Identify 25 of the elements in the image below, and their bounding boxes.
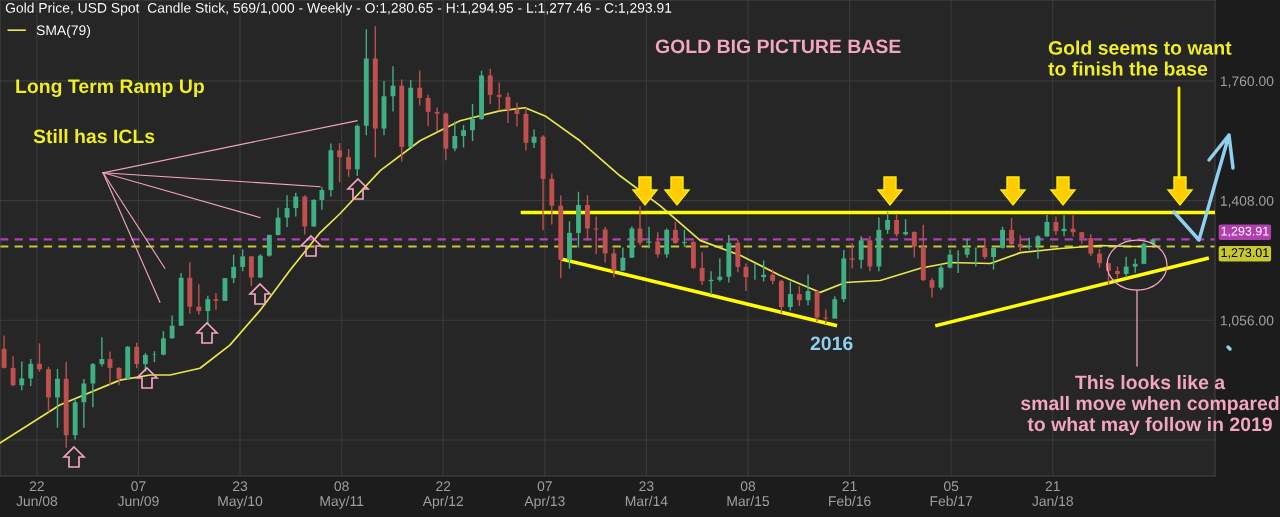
ref-line-label: 1,293.91 <box>1221 226 1269 238</box>
x-tick-label: 23 Mar/14 <box>625 481 668 507</box>
chart-subtitle: Candle Stick, 569/1,000 - Weekly - O:1,280.65 - H:1,294.95 - L:1,277.46 - C:1,293.91 <box>147 2 672 16</box>
y-tick-label: 1,408.00 <box>1220 195 1274 208</box>
x-tick-label: 21 Jan/18 <box>1032 481 1073 507</box>
x-tick-label: 22 Jun/08 <box>16 481 58 507</box>
ref-line-label: 1,273.01 <box>1221 248 1269 259</box>
annotation: Still has ICLs <box>33 128 155 144</box>
x-tick-label: 21 Feb/16 <box>829 481 871 507</box>
x-tick-label: 07 Apr/13 <box>524 481 565 509</box>
chart-title: Gold Price, USD Spot <box>5 2 140 16</box>
x-tick-label: 23 May/10 <box>218 481 263 509</box>
annotation: Gold seems to want to finish the base <box>1048 40 1232 76</box>
x-tick-label: 07 Jun/09 <box>117 481 159 507</box>
annotation: GOLD BIG PICTURE BASE <box>655 39 901 54</box>
x-tick-label: 08 Mar/15 <box>727 481 770 507</box>
annotation: This looks like a small move when compared to what may follow in 2019 <box>1021 374 1279 436</box>
x-tick-label: 08 May/11 <box>320 481 364 509</box>
x-tick-label: 05 Feb/17 <box>930 481 973 507</box>
x-tick-label: 22 Apr/12 <box>422 481 463 509</box>
legend-label: SMA(79) <box>36 24 91 38</box>
y-tick-label: 1,056.00 <box>1220 315 1274 328</box>
annotation: 2016 <box>810 336 853 351</box>
y-tick-label: 1,760.00 <box>1220 76 1274 88</box>
annotation: Long Term Ramp Up <box>16 79 204 98</box>
